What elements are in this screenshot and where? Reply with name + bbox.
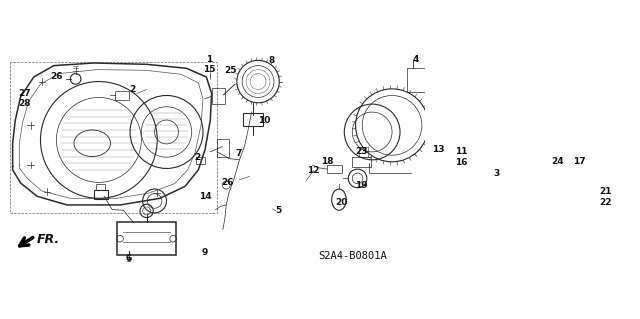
Text: 24: 24 <box>552 157 564 166</box>
Bar <box>196 157 205 165</box>
Bar <box>406 68 432 92</box>
Bar <box>352 157 371 167</box>
Text: 14: 14 <box>198 192 211 201</box>
Text: FR.: FR. <box>36 233 60 246</box>
Text: 17: 17 <box>573 157 586 166</box>
Text: 26: 26 <box>221 178 234 187</box>
Text: 20: 20 <box>335 198 347 207</box>
Bar <box>327 165 342 173</box>
Text: 3: 3 <box>493 169 500 178</box>
Text: 2: 2 <box>194 153 200 162</box>
Bar <box>243 113 264 126</box>
Text: 2: 2 <box>129 85 135 94</box>
Bar <box>116 222 177 255</box>
Text: 23: 23 <box>355 147 368 156</box>
Bar <box>96 184 106 190</box>
Text: 4: 4 <box>412 55 419 63</box>
Text: S2A4-B0801A: S2A4-B0801A <box>318 251 387 261</box>
Text: 22: 22 <box>600 198 612 207</box>
Text: 18: 18 <box>321 157 333 166</box>
Bar <box>570 167 608 205</box>
Text: 27: 27 <box>19 89 31 98</box>
Text: 25: 25 <box>224 66 236 76</box>
Text: 8: 8 <box>268 56 275 65</box>
Text: 16: 16 <box>456 158 468 167</box>
Bar <box>212 88 225 104</box>
Text: 28: 28 <box>19 99 31 108</box>
Text: 1: 1 <box>207 55 212 63</box>
Text: 12: 12 <box>308 166 320 175</box>
Text: 26: 26 <box>50 72 63 81</box>
Text: 13: 13 <box>432 145 445 154</box>
Bar <box>359 146 368 157</box>
Text: 21: 21 <box>600 187 612 196</box>
Bar <box>93 190 108 199</box>
Text: 9: 9 <box>202 248 208 256</box>
Bar <box>115 91 129 100</box>
Text: 15: 15 <box>204 65 216 74</box>
Text: 7: 7 <box>235 149 241 158</box>
Text: 19: 19 <box>355 181 368 189</box>
Text: 10: 10 <box>258 115 270 124</box>
Text: 11: 11 <box>456 147 468 156</box>
Text: 5: 5 <box>275 206 281 215</box>
Text: 6: 6 <box>125 254 132 263</box>
Bar <box>217 139 229 157</box>
